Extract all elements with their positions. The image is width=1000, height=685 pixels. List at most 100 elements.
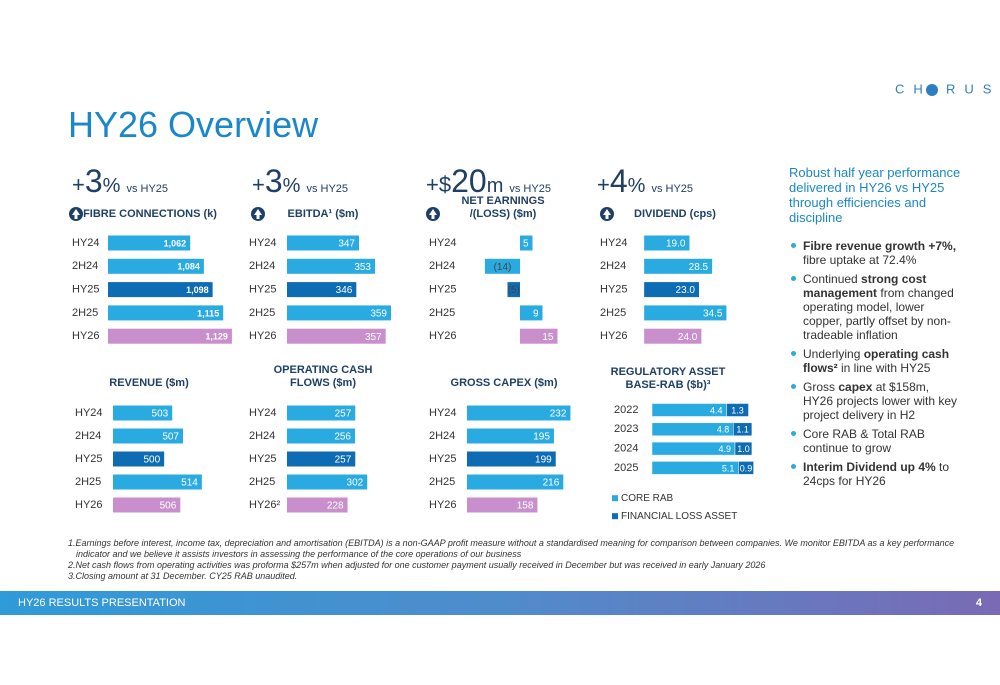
category-label: HY25 — [429, 453, 457, 465]
category-label: HY24 — [600, 237, 628, 249]
category-label: 2H24 — [72, 260, 98, 272]
chart-title: GROSS CAPEX ($m) — [450, 377, 558, 389]
value-label: 232 — [550, 409, 567, 420]
bullet-bold-text: capex — [838, 380, 873, 394]
title-icon — [251, 207, 265, 221]
value-label: 5.1 — [722, 463, 735, 473]
value-label: 0.9 — [740, 463, 753, 473]
bar — [287, 282, 357, 298]
category-label: HY24 — [429, 407, 457, 419]
headline-unit: m — [486, 175, 504, 197]
value-label: 4.4 — [710, 405, 723, 415]
category-label: 2H25 — [429, 307, 455, 319]
chart-title: DIVIDEND (cps) — [634, 208, 716, 220]
chart-title: EBITDA¹ ($m) — [287, 208, 359, 220]
headline-comparison: vs HY25 — [306, 183, 349, 195]
bar-segment — [726, 403, 749, 417]
category-label: 2025 — [614, 462, 638, 474]
headline-value: 20 — [451, 163, 487, 199]
headline-prefix: + — [72, 172, 85, 197]
bullet-text: at $158m, HY26 projects lower with key p… — [803, 380, 958, 422]
bar — [287, 451, 356, 467]
bar — [113, 451, 165, 467]
bar-segment — [733, 422, 753, 437]
bullet: Underlying operating cash flows² in line… — [789, 347, 961, 375]
legend-label: CORE RAB — [621, 493, 674, 504]
bullet-list: Fibre revenue growth +7%, fibre uptake a… — [789, 239, 961, 493]
category-label: HY24 — [72, 237, 100, 249]
bar — [467, 474, 564, 490]
bullet-bold-text: Fibre revenue growth +7%, — [803, 239, 957, 253]
value-label: 357 — [365, 332, 382, 343]
bar — [108, 258, 204, 274]
value-label: 1.0 — [737, 444, 750, 454]
bar — [113, 474, 202, 490]
bar — [287, 405, 356, 421]
bar — [467, 451, 556, 467]
value-label: 9 — [533, 309, 539, 320]
category-label: HY26 — [72, 330, 100, 342]
category-label: HY24 — [249, 407, 277, 419]
bullet-text: Continued — [803, 272, 862, 286]
bullet-bold-text: strong cost management — [803, 272, 927, 300]
summary-headline: Robust half year performance delivered i… — [789, 165, 961, 225]
bar — [287, 328, 386, 344]
value-label: 19.0 — [666, 239, 686, 250]
headline-value: 4 — [609, 163, 628, 199]
value-label: 4.8 — [717, 425, 730, 435]
headline-value: 3 — [84, 163, 103, 199]
legend-label: FINANCIAL LOSS ASSET — [621, 511, 737, 522]
category-label: HY25 — [75, 453, 103, 465]
headline: +3% vs HY25 — [252, 163, 348, 200]
bullet-text: Core RAB & Total RAB continue to grow — [803, 427, 925, 455]
value-label: 302 — [347, 478, 364, 489]
headline-prefix: + — [252, 172, 265, 197]
chart-title: REGULATORY ASSET BASE-RAB ($b)³ — [610, 366, 726, 391]
bullet: Core RAB & Total RAB continue to grow — [789, 427, 961, 455]
bar — [108, 282, 213, 298]
value-label: 28.5 — [689, 262, 709, 273]
category-label: HY24 — [429, 237, 457, 249]
bullet-bold-text: operating cash flows² — [803, 347, 950, 375]
category-label: HY26² — [249, 499, 281, 511]
category-label: 2022 — [614, 404, 638, 416]
category-label: HY26 — [600, 330, 628, 342]
value-label: 199 — [535, 455, 552, 466]
bullet: Fibre revenue growth +7%, fibre uptake a… — [789, 239, 961, 267]
bar — [520, 235, 533, 251]
chart-title: NET EARNINGS /(LOSS) ($m) — [461, 195, 545, 220]
category-label: HY26 — [75, 499, 103, 511]
category-label: 2H25 — [429, 476, 455, 488]
headline-prefix: +$ — [426, 172, 452, 197]
bar — [287, 497, 348, 513]
bar-segment — [734, 441, 753, 456]
value-label: (5) — [508, 285, 520, 296]
category-label: 2H24 — [600, 260, 626, 272]
bar — [113, 405, 173, 421]
bar — [287, 428, 355, 444]
category-label: 2H24 — [429, 430, 455, 442]
chart-title: OPERATING CASH FLOWS ($m) — [273, 364, 373, 389]
chart-title: FIBRE CONNECTIONS (k) — [83, 208, 217, 220]
value-label: 1.1 — [736, 425, 749, 435]
category-label: HY26 — [429, 330, 457, 342]
value-label: 507 — [162, 432, 179, 443]
category-label: 2H25 — [75, 476, 101, 488]
bullet-text: to 24cps for HY26 — [803, 460, 950, 488]
category-label: HY25 — [72, 284, 100, 296]
bar — [644, 328, 702, 344]
category-label: 2H25 — [249, 476, 275, 488]
category-label: HY26 — [249, 330, 277, 342]
value-label: 1,062 — [164, 238, 187, 248]
value-label: 346 — [336, 285, 353, 296]
value-label: 506 — [160, 501, 177, 512]
category-label: 2H24 — [249, 260, 275, 272]
footnotes: 1.Earnings before interest, income tax, … — [68, 538, 968, 582]
logo: CH RUS — [895, 81, 991, 96]
category-label: HY25 — [249, 284, 277, 296]
bullet-text: Underlying — [803, 347, 864, 361]
value-label: 158 — [517, 501, 534, 512]
value-label: 514 — [181, 478, 198, 489]
value-label: 15 — [542, 332, 554, 343]
